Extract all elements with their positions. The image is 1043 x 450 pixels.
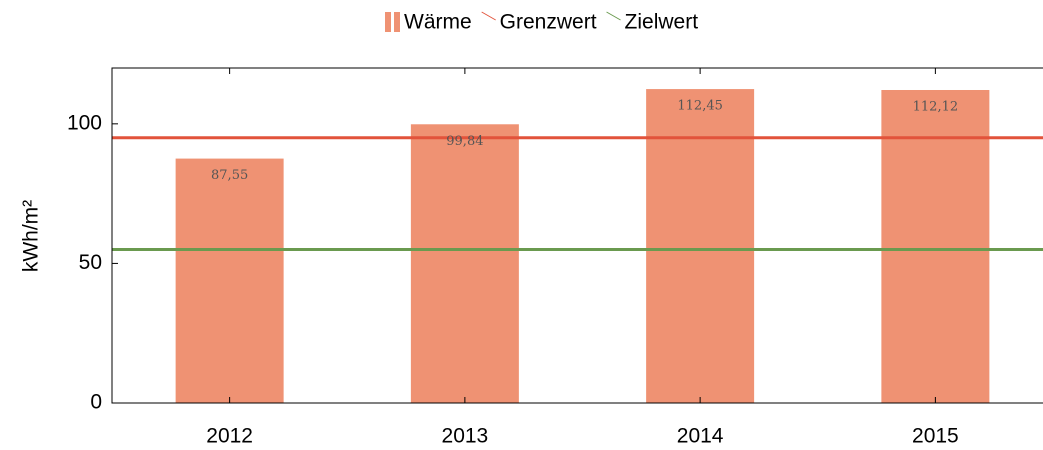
y-tick-label: 50: [79, 251, 102, 274]
x-tick-label: 2012: [206, 425, 253, 448]
plot-frame: [111, 67, 1043, 404]
bar: [646, 89, 755, 403]
legend-label: Grenzwert: [500, 11, 597, 34]
bar: [410, 124, 519, 403]
value-label: 99,84: [446, 134, 483, 149]
x-tick-label: 2013: [442, 425, 489, 448]
bar: [175, 158, 284, 403]
legend-swatch: [394, 12, 400, 32]
legend-swatch: [385, 12, 391, 32]
value-label: 112,45: [677, 99, 723, 114]
x-tick-label: 2014: [677, 425, 724, 448]
y-tick-label: 0: [90, 391, 102, 414]
value-label: 112,12: [913, 99, 959, 114]
x-tick-label: 2015: [912, 425, 959, 448]
legend-label: Zielwert: [625, 11, 699, 34]
legend-label: Wärme: [404, 11, 472, 34]
legend-swatch: [606, 11, 621, 21]
y-tick-label: 100: [67, 111, 102, 134]
bar: [881, 89, 990, 403]
legend-swatch: [481, 11, 496, 21]
y-axis-label: kWh/m²: [20, 200, 43, 272]
value-label: 87,55: [211, 168, 248, 183]
